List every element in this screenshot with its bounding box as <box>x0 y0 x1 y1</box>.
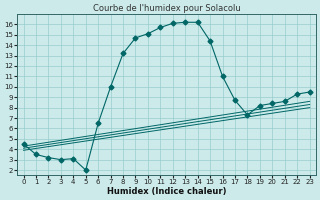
X-axis label: Humidex (Indice chaleur): Humidex (Indice chaleur) <box>107 187 226 196</box>
Title: Courbe de l'humidex pour Solacolu: Courbe de l'humidex pour Solacolu <box>93 4 240 13</box>
